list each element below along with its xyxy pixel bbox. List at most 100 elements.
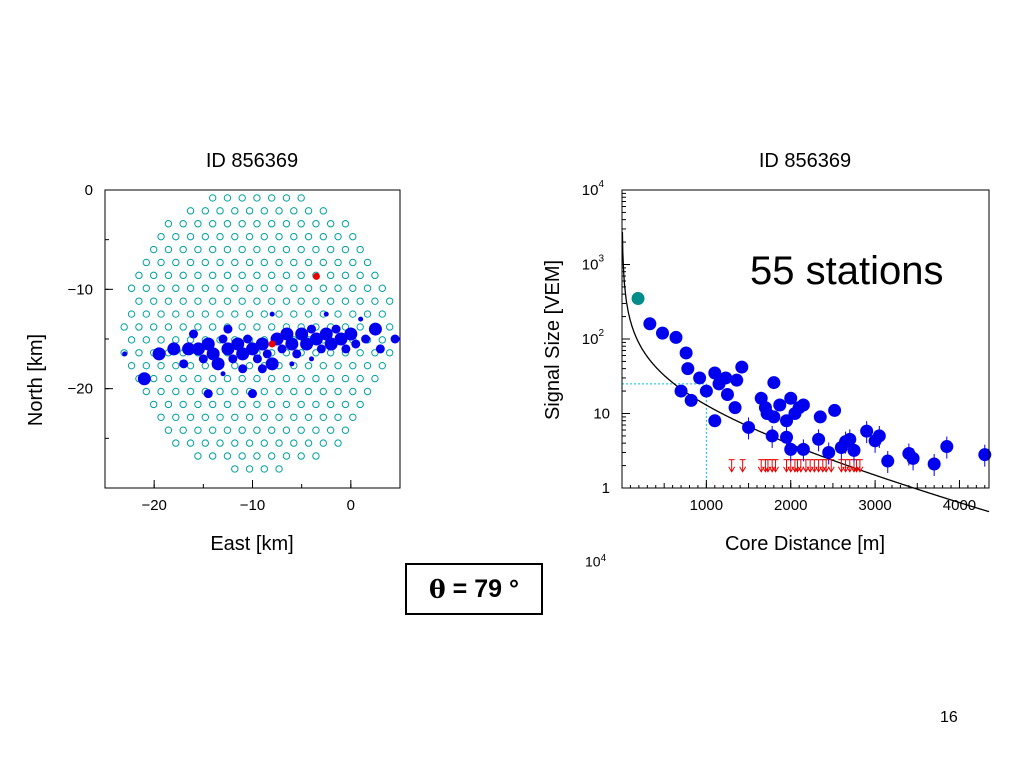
array-station xyxy=(194,245,202,254)
array-station xyxy=(349,310,357,318)
map-signal-stations xyxy=(122,311,400,399)
array-station xyxy=(216,439,224,447)
array-station xyxy=(363,361,372,370)
array-station xyxy=(312,452,320,460)
array-station xyxy=(186,439,195,447)
signal-station xyxy=(218,334,228,344)
array-station xyxy=(201,207,210,215)
array-station xyxy=(164,245,173,254)
array-station xyxy=(341,245,350,254)
array-station xyxy=(142,258,151,267)
signal-point xyxy=(906,451,920,465)
signal-point xyxy=(773,398,787,412)
array-station xyxy=(253,426,261,434)
signal-station xyxy=(201,337,215,351)
array-station xyxy=(164,220,173,228)
array-station xyxy=(260,439,268,447)
array-station xyxy=(172,413,180,421)
array-station xyxy=(319,387,327,396)
array-station xyxy=(157,284,165,292)
ldf-y-tick-label: 103 xyxy=(582,254,605,274)
array-station xyxy=(385,323,394,331)
signal-point xyxy=(758,401,772,415)
array-station xyxy=(275,387,283,396)
array-station xyxy=(378,336,386,344)
upper-limit-arrow xyxy=(837,459,845,473)
array-station xyxy=(290,387,298,396)
array-station xyxy=(304,258,313,267)
zenith-angle-box: θ = 79 ° xyxy=(405,563,543,615)
array-station xyxy=(363,258,372,267)
array-station xyxy=(223,194,232,202)
array-station xyxy=(349,232,357,241)
upper-limit-arrow xyxy=(739,459,747,473)
array-station xyxy=(238,426,246,434)
signal-point xyxy=(796,442,810,456)
array-station xyxy=(304,361,313,370)
array-station xyxy=(245,465,254,473)
signal-station xyxy=(351,339,361,349)
upper-limit-arrow xyxy=(757,459,765,473)
signal-point xyxy=(847,443,861,457)
array-station xyxy=(363,310,372,318)
array-station xyxy=(127,336,136,344)
signal-station xyxy=(358,316,364,322)
array-station xyxy=(135,349,143,357)
array-station xyxy=(231,413,239,421)
array-station xyxy=(356,374,364,383)
core-marker xyxy=(268,340,276,348)
array-station xyxy=(297,245,305,254)
signal-station xyxy=(280,327,294,341)
array-station xyxy=(135,323,143,331)
ldf-x-tick-label: 4000 xyxy=(943,497,976,514)
signal-point xyxy=(780,430,794,444)
array-station xyxy=(201,413,210,421)
signal-point xyxy=(881,454,895,468)
array-station xyxy=(157,387,165,396)
signal-station xyxy=(189,329,198,339)
upper-limit-arrow xyxy=(856,459,864,473)
signal-station xyxy=(277,344,287,354)
array-station xyxy=(312,297,320,305)
array-station xyxy=(238,452,246,460)
ldf-ticks: 1000 2000 3000 4000 1 10 102 103 104 xyxy=(582,179,986,514)
array-station xyxy=(245,439,254,447)
array-station xyxy=(378,310,386,318)
signal-point xyxy=(643,317,657,331)
map-y-label: North [km] xyxy=(25,334,47,426)
array-station xyxy=(297,400,305,409)
array-station xyxy=(164,426,173,434)
ldf-x-tick-label: 3000 xyxy=(858,497,891,514)
array-station xyxy=(149,245,158,254)
array-station xyxy=(172,361,180,370)
array-station xyxy=(186,413,195,421)
array-station xyxy=(208,400,217,409)
stray-tick-exp: 4 xyxy=(600,553,607,564)
array-station xyxy=(349,413,357,421)
array-station xyxy=(260,465,268,473)
array-station xyxy=(290,232,298,241)
array-station xyxy=(253,271,261,280)
signal-station xyxy=(309,356,314,362)
array-station xyxy=(216,413,224,421)
array-station xyxy=(260,232,268,241)
array-station xyxy=(231,258,239,267)
array-station xyxy=(194,452,202,460)
array-station xyxy=(297,271,305,280)
array-station xyxy=(179,374,187,383)
signal-station xyxy=(307,324,316,334)
array-station xyxy=(245,258,254,267)
upper-limit-arrow xyxy=(783,459,790,473)
array-station xyxy=(208,323,217,331)
array-station xyxy=(282,374,291,383)
array-station xyxy=(356,400,364,409)
array-station xyxy=(172,258,180,267)
array-station xyxy=(179,271,187,280)
signal-station xyxy=(252,354,262,364)
map-x-label: East [km] xyxy=(210,533,293,555)
array-station xyxy=(363,387,372,396)
array-station xyxy=(208,452,217,460)
ldf-y-tick-label: 1 xyxy=(602,480,610,497)
array-station xyxy=(282,194,291,202)
array-station xyxy=(179,323,187,331)
